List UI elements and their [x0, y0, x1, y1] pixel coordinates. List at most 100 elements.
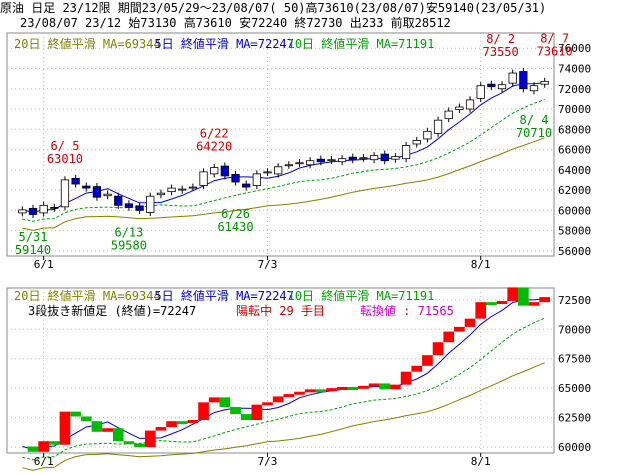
candle-body: [412, 140, 421, 145]
main-chart-moving-averages: [22, 82, 545, 231]
y-tick-label: 60000: [558, 441, 591, 454]
x-tick-label: 7/3: [258, 455, 278, 468]
y-tick-label: 70000: [558, 323, 591, 336]
y-tick-label: 67500: [558, 353, 591, 366]
brick-down: [518, 287, 529, 306]
legend-entry: 5日 終値平滑 MA=72247: [154, 288, 293, 303]
annotation-value: 59140: [15, 243, 51, 257]
legend-entry: 10日 終値平滑 MA=71191: [288, 36, 435, 51]
ma20-line: [22, 137, 545, 231]
brick-up: [283, 394, 295, 398]
annotation-value: 63010: [47, 152, 83, 166]
y-tick-label: 58000: [558, 225, 591, 238]
brick-up: [464, 318, 476, 327]
candle-body: [71, 177, 80, 185]
line-break-state: 陽転中 29 手目: [236, 303, 325, 318]
brick-up: [326, 388, 337, 392]
main-chart-candles: [18, 67, 549, 218]
brick-up: [144, 430, 156, 448]
chart-header-line1: 原油 日足 23/12限 期間23/05/29～23/08/07( 50)高73…: [0, 1, 547, 15]
brick-down: [80, 416, 92, 422]
x-tick-label: 6/1: [34, 455, 54, 468]
candle-body: [199, 171, 208, 186]
brick-up: [294, 391, 305, 395]
chart-header-line2: 23/08/07 23/12 始73130 高73610 安72240 終727…: [20, 16, 451, 30]
brick-up: [422, 355, 433, 366]
brick-up: [251, 404, 263, 420]
candle-body: [178, 188, 187, 191]
candle-body: [135, 205, 144, 211]
candle-body: [231, 174, 240, 183]
annotation-date: 6/26: [221, 207, 250, 221]
ma5-line: [22, 82, 545, 213]
brick-up: [59, 411, 71, 445]
candle-body: [359, 157, 368, 160]
candle-body: [50, 206, 59, 209]
brick-up: [454, 326, 465, 332]
brick-up: [411, 365, 423, 372]
annotation-date: 8/ 7: [540, 31, 569, 45]
candle-body: [380, 153, 389, 162]
y-tick-label: 72500: [558, 294, 591, 307]
brick-down: [123, 441, 135, 445]
brick-up: [38, 441, 49, 452]
brick-down: [315, 389, 327, 393]
sub-chart-x-axis: 6/1 7/3 8/1: [34, 453, 491, 468]
sub-chart-y-axis: 60000 62500 65000 67500 70000 72500: [558, 294, 591, 454]
brick-down: [230, 407, 241, 415]
annotation-date: 6/ 5: [51, 139, 80, 153]
candle-body: [348, 156, 357, 161]
main-chart-y-axis: 56000 58000 60000 62000 64000 66000 68000 70000…: [558, 42, 591, 258]
candle-body: [39, 204, 48, 214]
x-tick-label: 7/3: [258, 258, 278, 271]
brick-up: [272, 396, 284, 403]
y-tick-label: 65000: [558, 382, 591, 395]
candle-body: [274, 166, 283, 175]
brick-up: [390, 384, 401, 390]
main-chart-frame: [6, 32, 555, 257]
x-tick-label: 6/1: [34, 258, 54, 271]
y-tick-label: 72000: [558, 83, 591, 96]
brick-up: [304, 389, 316, 393]
brick-down: [347, 387, 359, 390]
candle-body: [60, 179, 70, 208]
candle-body: [103, 193, 112, 197]
brick-down: [486, 302, 497, 306]
candle-body: [306, 160, 315, 166]
ma5-line: [22, 298, 545, 450]
candle-body: [220, 165, 230, 177]
y-tick-label: 70000: [558, 103, 591, 116]
annotation-date: 6/13: [114, 226, 143, 240]
candle-body: [28, 207, 38, 215]
x-tick-label: 8/1: [471, 455, 491, 468]
ma20-line: [22, 362, 545, 471]
candle-body: [114, 195, 123, 206]
ma10-line: [22, 99, 545, 222]
candle-body: [18, 209, 27, 214]
candle-body: [146, 195, 155, 213]
candle-body: [188, 186, 198, 189]
brick-down: [176, 421, 188, 425]
candle-body: [465, 99, 475, 110]
candle-body: [497, 84, 507, 90]
sub-chart-line-break-bricks: [27, 287, 550, 452]
candle-body: [529, 85, 539, 92]
y-tick-label: 68000: [558, 123, 591, 136]
candle-body: [401, 145, 411, 160]
candle-body: [327, 159, 336, 162]
candle-body: [92, 186, 102, 198]
candle-body: [487, 83, 496, 88]
candle-body: [369, 155, 379, 161]
brick-down: [112, 428, 124, 442]
line-break-reversal: 転換値 : 71565: [360, 303, 454, 318]
candle-body: [167, 187, 176, 193]
brick-up: [475, 302, 487, 319]
brick-up: [443, 331, 455, 343]
brick-up: [358, 385, 369, 389]
brick-down: [134, 443, 145, 448]
candle-body: [124, 203, 134, 208]
candle-body: [252, 173, 261, 186]
line-break-info: 3段抜き新値足 (終値)=72247: [28, 303, 196, 318]
